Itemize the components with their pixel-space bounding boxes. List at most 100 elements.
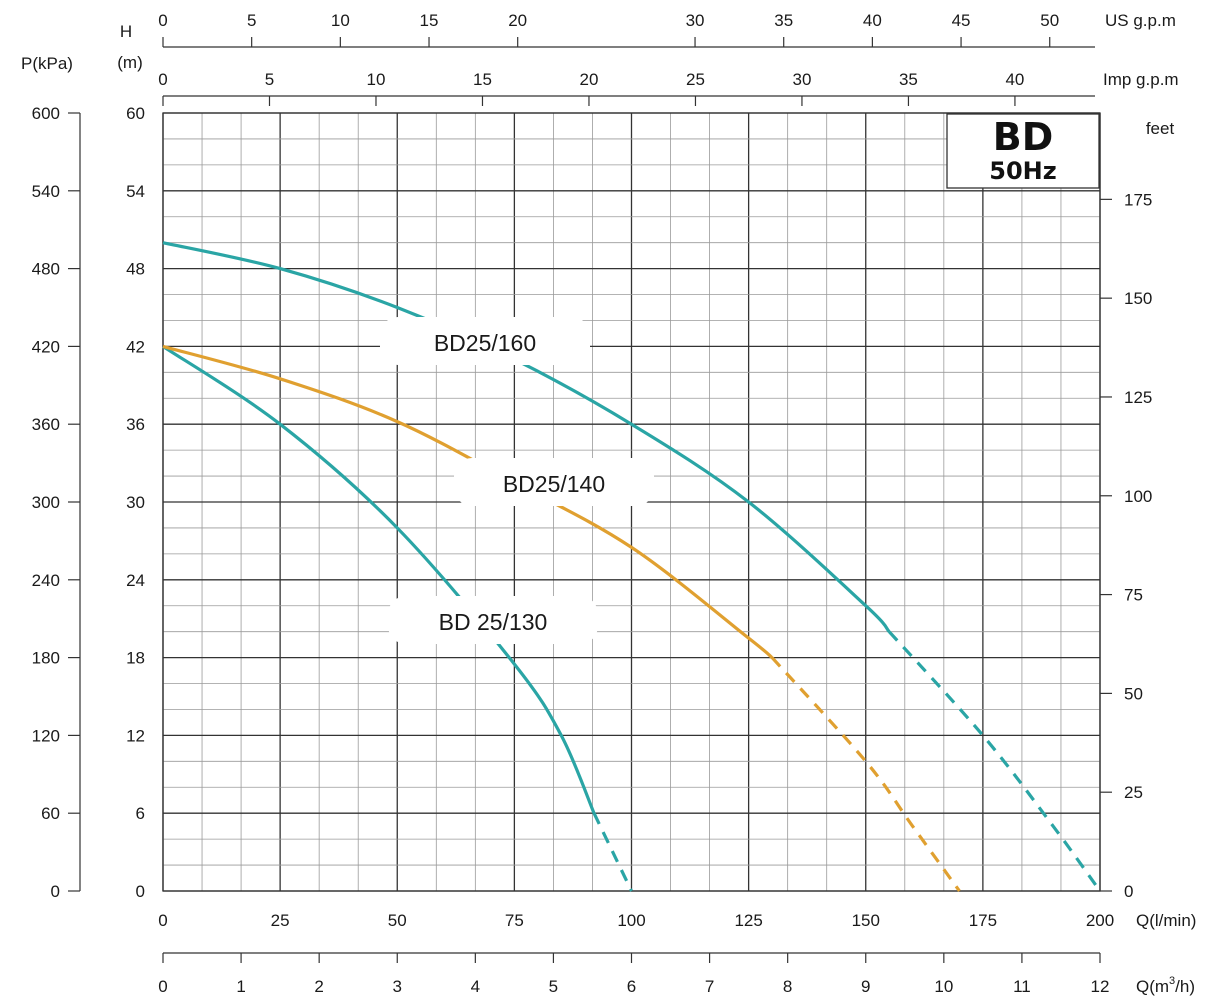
y-feet-tick: 75	[1124, 586, 1143, 605]
x-m3h-tick: 5	[549, 977, 558, 996]
badge-title: BD	[993, 115, 1054, 159]
y-pressure-tick: 120	[32, 726, 60, 745]
x-us-tick: 40	[863, 11, 882, 30]
y-feet-tick: 25	[1124, 783, 1143, 802]
series-label: BD25/140	[503, 471, 605, 497]
badge-box	[946, 113, 1100, 189]
x-imp-tick: 25	[686, 70, 705, 89]
y-head-tick: 42	[126, 337, 145, 356]
x-imp-tick: 0	[158, 70, 167, 89]
y-head-label: H	[120, 22, 132, 41]
series-2-solid-line	[162, 241, 891, 633]
x-m3h-tick: 11	[1013, 977, 1031, 996]
y-pressure-tick: 240	[32, 571, 60, 590]
y-pressure-tick: 180	[32, 649, 60, 668]
y-pressure-tick: 420	[32, 337, 60, 356]
x-imp-tick: 10	[367, 70, 386, 89]
y-head-tick: 24	[126, 571, 145, 590]
axes-layer: H(m)06121824303642485460P(kPa)0601201802…	[21, 11, 1196, 996]
x-us-tick: 50	[1040, 11, 1059, 30]
x-us-tick: 10	[331, 11, 350, 30]
series-label-bg	[380, 317, 590, 365]
series-label-bg	[388, 596, 598, 644]
y-head-tick: 12	[126, 726, 145, 745]
x-m3h-label-main: Q(m	[1136, 977, 1169, 996]
y-pressure-tick: 360	[32, 415, 60, 434]
y-head-tick: 60	[126, 104, 145, 123]
y-feet-tick: 100	[1124, 487, 1152, 506]
y-feet-tick: 0	[1124, 882, 1133, 901]
x-us-tick: 20	[508, 11, 527, 30]
y-feet-tick: 175	[1124, 190, 1152, 209]
x-lmin-tick: 25	[271, 911, 290, 930]
x-us-tick: 45	[952, 11, 971, 30]
x-m3h-label-sup: 3	[1169, 975, 1175, 987]
x-m3h-tick: 12	[1091, 977, 1110, 996]
y-head-tick: 30	[126, 493, 145, 512]
x-m3h-tick: 3	[393, 977, 402, 996]
x-us-tick: 0	[158, 11, 167, 30]
x-imp-tick: 15	[473, 70, 492, 89]
series-label-layer: BD 25/130 BD25/140 BD25/160	[380, 317, 654, 644]
x-m3h-tick: 8	[783, 977, 792, 996]
x-us-tick: 30	[686, 11, 705, 30]
badge-subtitle: 50Hz	[989, 157, 1056, 185]
y-head-tick: 0	[136, 882, 145, 901]
x-imp-tick: 30	[792, 70, 811, 89]
y-pressure-tick: 600	[32, 104, 60, 123]
x-m3h-label-end: /h)	[1175, 977, 1195, 996]
x-m3h-tick: 0	[158, 977, 167, 996]
x-us-tick: 35	[774, 11, 793, 30]
y-pressure-tick: 0	[51, 882, 60, 901]
y-feet-tick: 50	[1124, 684, 1143, 703]
series-label: BD25/160	[434, 330, 536, 356]
y-pressure-tick: 60	[41, 804, 60, 823]
series-label: BD 25/130	[439, 609, 548, 635]
x-lmin-tick: 50	[388, 911, 407, 930]
x-m3h-tick: 7	[705, 977, 714, 996]
x-imp-tick: 40	[1005, 70, 1024, 89]
y-head-tick: 18	[126, 649, 145, 668]
x-imp-tick: 35	[899, 70, 918, 89]
x-m3h-tick: 6	[627, 977, 636, 996]
x-lmin-tick: 100	[617, 911, 645, 930]
x-lmin-tick: 125	[734, 911, 762, 930]
x-us-label: US g.p.m	[1105, 11, 1176, 30]
y-pressure-tick: 300	[32, 493, 60, 512]
x-m3h-tick: 1	[236, 977, 245, 996]
x-lmin-tick: 75	[505, 911, 524, 930]
y-head-tick: 36	[126, 415, 145, 434]
y-feet-tick: 125	[1124, 388, 1152, 407]
x-lmin-label: Q(l/min)	[1136, 911, 1196, 930]
y-feet-label: feet	[1146, 119, 1175, 138]
x-m3h-tick: 10	[934, 977, 953, 996]
x-m3h-tick: 9	[861, 977, 870, 996]
x-lmin-tick: 200	[1086, 911, 1114, 930]
x-us-tick: 15	[420, 11, 439, 30]
x-lmin-tick: 0	[158, 911, 167, 930]
x-imp-label: Imp g.p.m	[1103, 70, 1179, 89]
y-feet-tick: 150	[1124, 289, 1152, 308]
y-head-tick: 54	[126, 182, 145, 201]
y-head-tick: 6	[136, 804, 145, 823]
x-lmin-tick: 150	[852, 911, 880, 930]
y-pressure-tick: 480	[32, 260, 60, 279]
series-0-solid-line	[162, 345, 596, 814]
x-imp-tick: 5	[265, 70, 274, 89]
y-head-tick: 48	[126, 260, 145, 279]
x-us-tick: 5	[247, 11, 256, 30]
x-m3h-tick: 4	[471, 977, 480, 996]
x-m3h-label: Q(m3/h)	[1136, 975, 1195, 996]
x-imp-tick: 20	[580, 70, 599, 89]
y-head-unit-label: (m)	[117, 53, 142, 72]
x-lmin-tick: 175	[969, 911, 997, 930]
x-m3h-tick: 2	[314, 977, 323, 996]
series-0-dashed-line	[592, 812, 633, 892]
y-pressure-label: P(kPa)	[21, 54, 73, 73]
y-pressure-tick: 540	[32, 182, 60, 201]
series-layer	[162, 241, 1102, 892]
series-1-dashed-line	[770, 656, 961, 892]
